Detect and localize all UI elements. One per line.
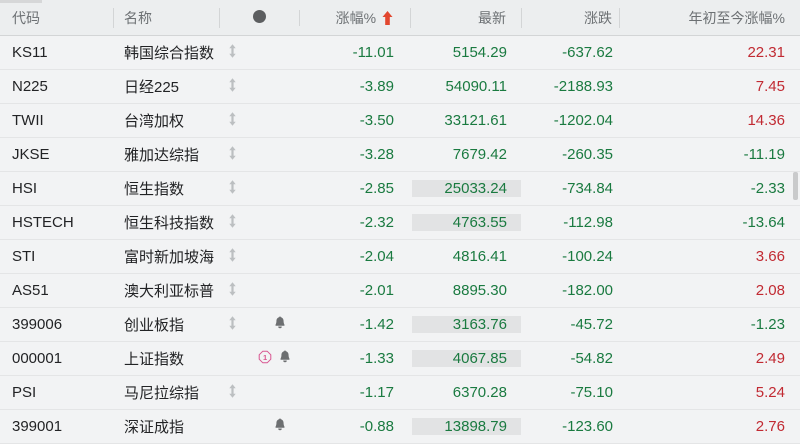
svg-text:1: 1 — [263, 353, 267, 362]
